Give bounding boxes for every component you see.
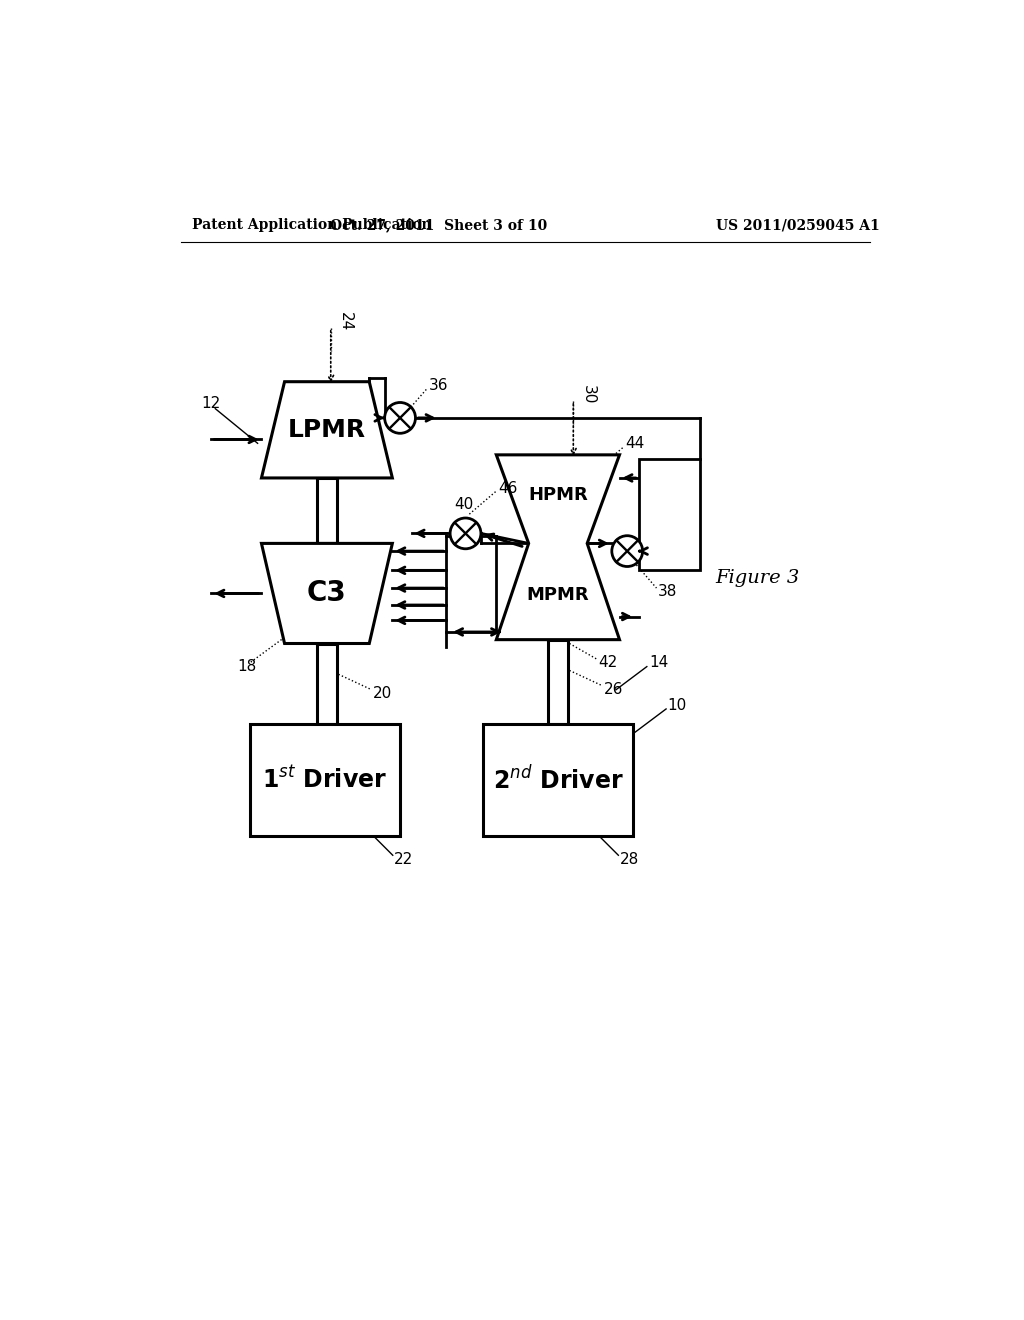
Polygon shape <box>639 459 700 570</box>
Polygon shape <box>261 381 392 478</box>
Text: 26: 26 <box>604 682 624 697</box>
Circle shape <box>451 517 481 549</box>
Text: US 2011/0259045 A1: US 2011/0259045 A1 <box>716 218 880 232</box>
Text: 44: 44 <box>625 436 644 451</box>
Circle shape <box>385 403 416 433</box>
Polygon shape <box>483 725 634 836</box>
Circle shape <box>611 536 643 566</box>
Text: 14: 14 <box>649 655 669 671</box>
Text: HPMR: HPMR <box>528 486 588 504</box>
Text: LPMR: LPMR <box>288 418 366 442</box>
Text: 40: 40 <box>454 496 473 512</box>
Text: C3: C3 <box>307 579 347 607</box>
Text: 12: 12 <box>202 396 220 411</box>
Polygon shape <box>261 544 392 644</box>
Polygon shape <box>250 725 400 836</box>
Text: 20: 20 <box>373 686 392 701</box>
Text: 46: 46 <box>498 482 517 496</box>
Text: 10: 10 <box>668 697 687 713</box>
Text: 2$^{nd}$ Driver: 2$^{nd}$ Driver <box>493 766 624 795</box>
Text: Figure 3: Figure 3 <box>716 569 800 587</box>
Text: MPMR: MPMR <box>526 586 589 605</box>
Polygon shape <box>497 455 620 640</box>
Text: Oct. 27, 2011  Sheet 3 of 10: Oct. 27, 2011 Sheet 3 of 10 <box>330 218 547 232</box>
Text: Patent Application Publication: Patent Application Publication <box>193 218 432 232</box>
Text: 22: 22 <box>394 851 414 867</box>
Text: 30: 30 <box>581 385 596 404</box>
Text: 36: 36 <box>429 378 449 393</box>
Text: 18: 18 <box>237 659 256 675</box>
Text: 28: 28 <box>620 851 639 867</box>
Text: 38: 38 <box>658 583 678 599</box>
Text: 24: 24 <box>338 312 352 331</box>
Text: 1$^{st}$ Driver: 1$^{st}$ Driver <box>262 767 387 793</box>
Text: 42: 42 <box>598 655 617 671</box>
